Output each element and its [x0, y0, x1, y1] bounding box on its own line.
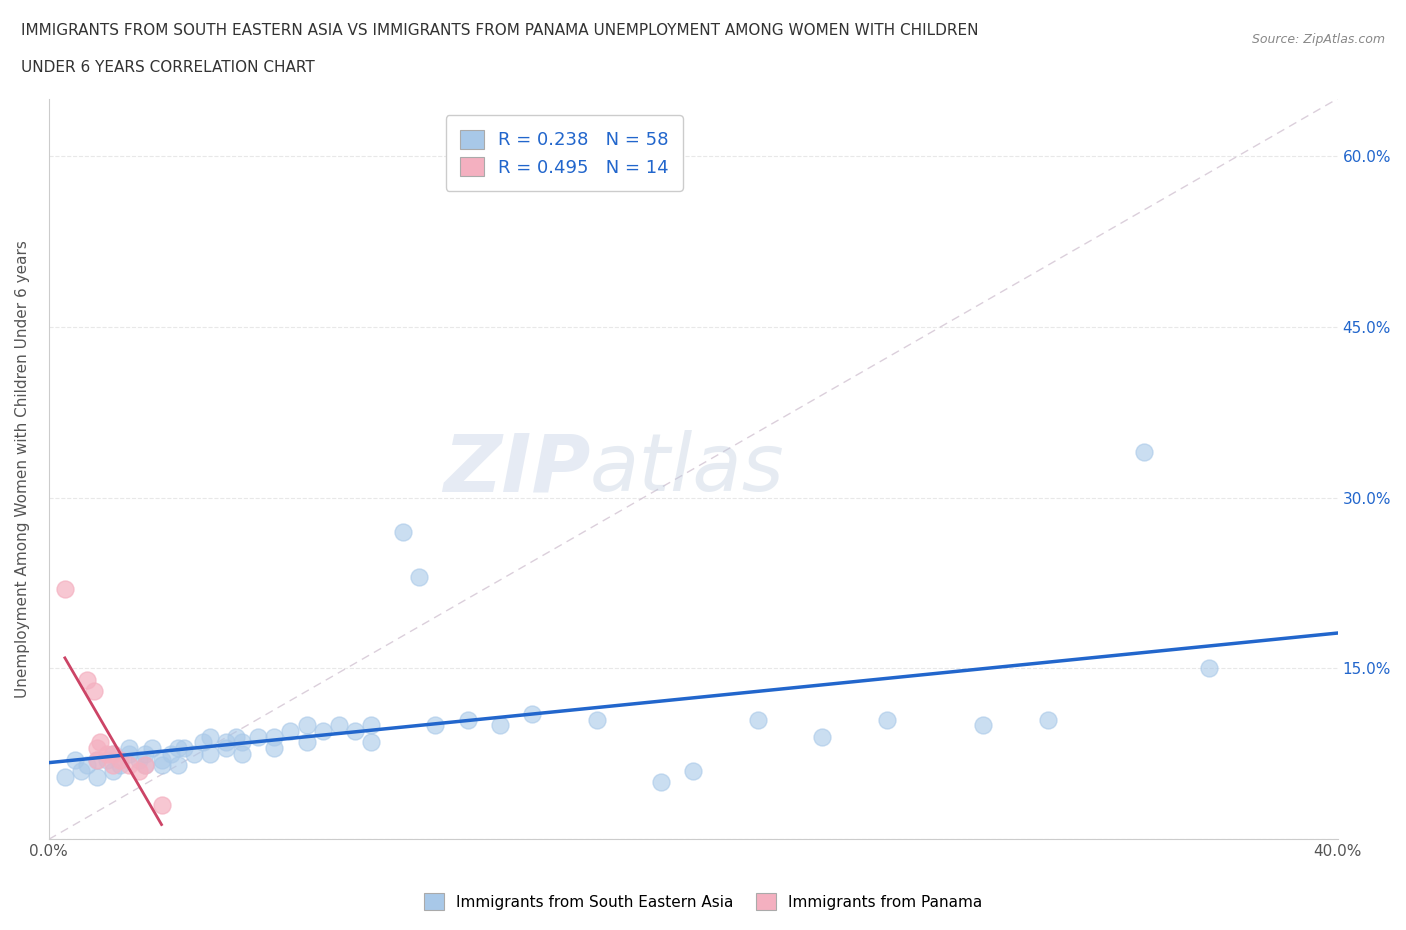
Point [118, 747, 141, 762]
Point [150, 798, 173, 813]
Point [457, 712, 479, 727]
Point [86, 769, 108, 784]
Point [489, 718, 512, 733]
Point [96, 752, 118, 767]
Point [63, 752, 86, 767]
Point [134, 758, 156, 773]
Point [141, 740, 163, 755]
Point [215, 740, 238, 755]
Point [360, 735, 382, 750]
Point [86, 752, 108, 767]
Point [160, 747, 183, 762]
Point [392, 525, 415, 539]
Point [231, 747, 253, 762]
Point [103, 764, 125, 778]
Point [166, 758, 188, 773]
Point [103, 758, 125, 773]
Point [295, 718, 318, 733]
Point [108, 758, 131, 773]
Point [280, 724, 302, 738]
Point [972, 718, 994, 733]
Point [103, 747, 125, 762]
Point [311, 724, 333, 738]
Point [193, 735, 215, 750]
Point [53, 769, 76, 784]
Point [263, 740, 285, 755]
Y-axis label: Unemployment Among Women with Children Under 6 years: Unemployment Among Women with Children U… [15, 240, 30, 698]
Point [1198, 661, 1220, 676]
Point [118, 758, 141, 773]
Point [360, 718, 382, 733]
Point [150, 758, 173, 773]
Point [173, 740, 195, 755]
Point [425, 718, 447, 733]
Point [747, 712, 769, 727]
Point [876, 712, 898, 727]
Point [231, 735, 253, 750]
Legend: R = 0.238   N = 58, R = 0.495   N = 14: R = 0.238 N = 58, R = 0.495 N = 14 [446, 115, 683, 191]
Point [128, 764, 150, 778]
Point [650, 775, 672, 790]
Point [166, 740, 188, 755]
Point [247, 729, 270, 744]
Point [83, 684, 105, 698]
Point [198, 747, 221, 762]
Point [96, 747, 118, 762]
Point [215, 735, 238, 750]
Point [520, 707, 543, 722]
Point [103, 747, 125, 762]
Point [86, 752, 108, 767]
Point [53, 581, 76, 596]
Point [1036, 712, 1059, 727]
Point [128, 752, 150, 767]
Point [585, 712, 607, 727]
Point [682, 764, 704, 778]
Point [183, 747, 205, 762]
Point [134, 747, 156, 762]
Text: UNDER 6 YEARS CORRELATION CHART: UNDER 6 YEARS CORRELATION CHART [21, 60, 315, 75]
Point [811, 729, 834, 744]
Text: atlas: atlas [591, 430, 785, 508]
Point [198, 729, 221, 744]
Point [118, 740, 141, 755]
Point [76, 672, 98, 687]
Text: ZIP: ZIP [443, 430, 591, 508]
Point [295, 735, 318, 750]
Point [328, 718, 350, 733]
Point [134, 758, 156, 773]
Point [150, 752, 173, 767]
Text: Source: ZipAtlas.com: Source: ZipAtlas.com [1251, 33, 1385, 46]
Point [76, 758, 98, 773]
Point [263, 729, 285, 744]
Point [86, 740, 108, 755]
Point [70, 764, 93, 778]
Legend: Immigrants from South Eastern Asia, Immigrants from Panama: Immigrants from South Eastern Asia, Immi… [416, 885, 990, 918]
Point [408, 570, 430, 585]
Text: IMMIGRANTS FROM SOUTH EASTERN ASIA VS IMMIGRANTS FROM PANAMA UNEMPLOYMENT AMONG : IMMIGRANTS FROM SOUTH EASTERN ASIA VS IM… [21, 23, 979, 38]
Point [89, 735, 111, 750]
Point [343, 724, 366, 738]
Point [1133, 445, 1156, 459]
Point [225, 729, 247, 744]
Point [108, 752, 131, 767]
